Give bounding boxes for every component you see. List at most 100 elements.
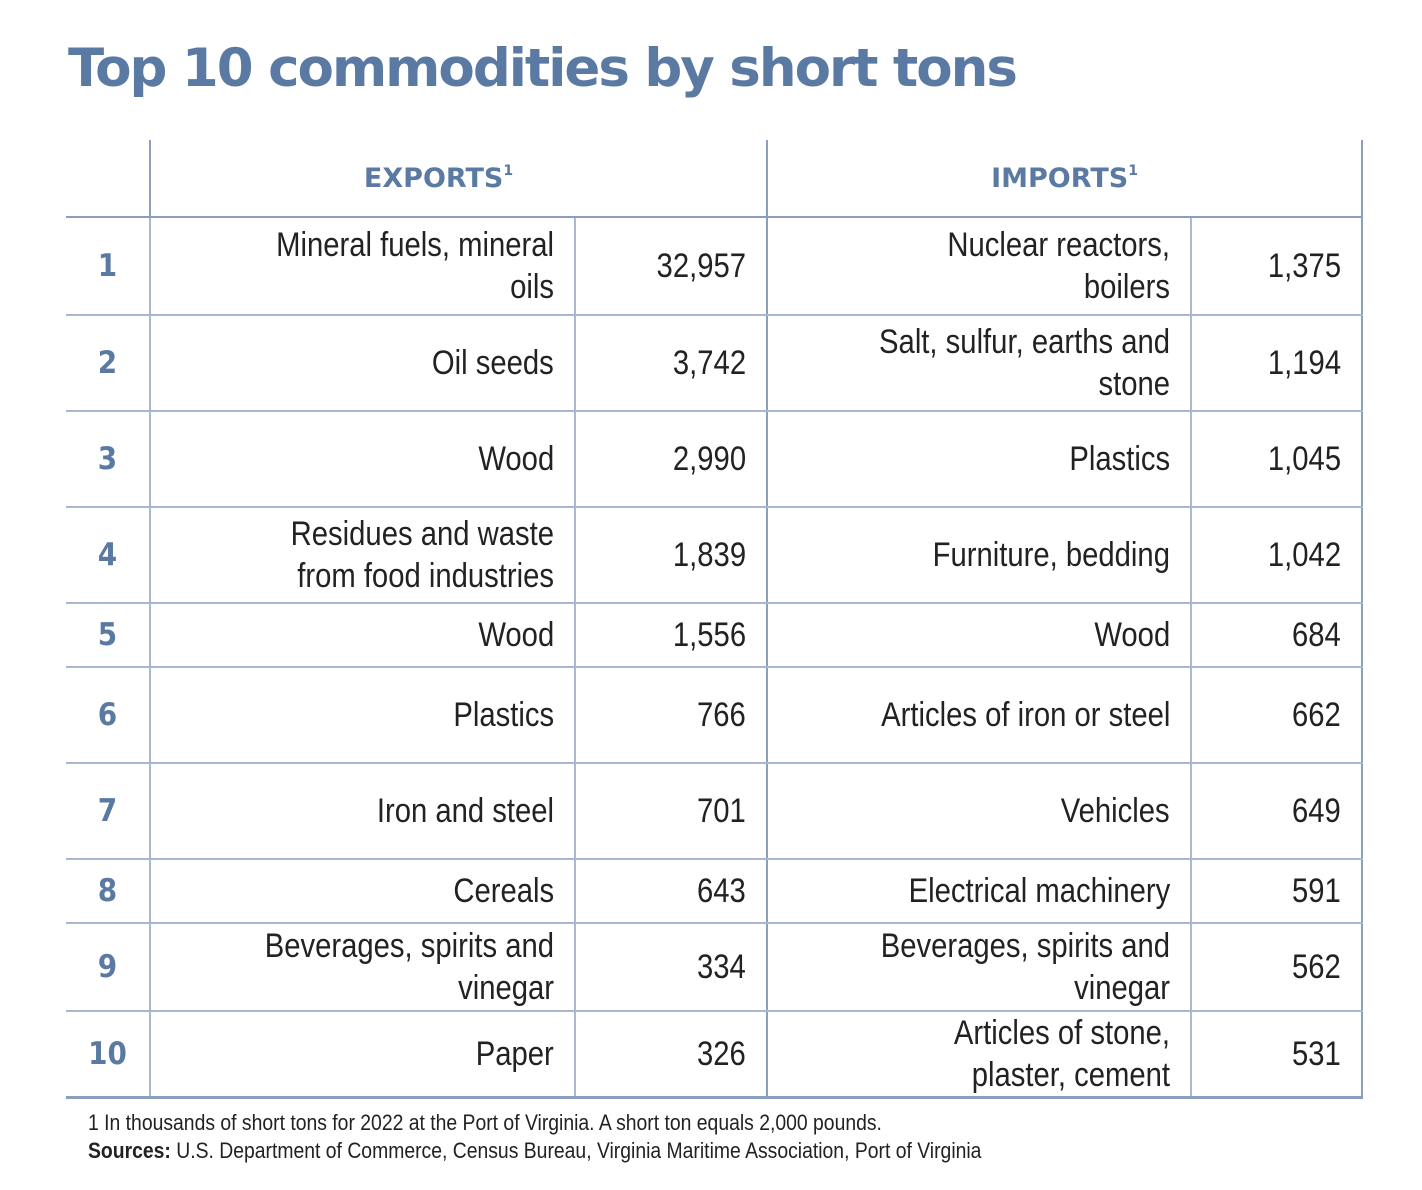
import-value-cell: 649	[1190, 763, 1364, 860]
export-commodity-cell: Paper	[149, 1011, 575, 1099]
rank-cell: 8	[66, 859, 150, 924]
import-value-cell: 562	[1190, 923, 1364, 1012]
table-row: 1 Mineral fuels, mineral oils 32,957 Nuclea…	[66, 217, 1364, 316]
export-commodity-cell: Residues and waste from food industries	[149, 507, 575, 604]
export-commodity-text: Residues and waste from food industries	[290, 515, 554, 595]
table-body: 1 Mineral fuels, mineral oils 32,957 Nuclea…	[66, 217, 1364, 1099]
import-commodity-text: Electrical machinery	[908, 872, 1171, 910]
table-row: 2 Oil seeds 3,742 Salt, sulfur, earths and …	[66, 315, 1364, 412]
rank-cell: 5	[66, 603, 150, 668]
import-commodity-text: Wood	[1094, 616, 1171, 654]
import-commodity-cell: Plastics	[766, 411, 1192, 508]
export-commodity-text: Cereals	[453, 872, 554, 910]
table-row: 4 Residues and waste from food industries…	[66, 507, 1364, 604]
export-value-cell: 334	[573, 923, 768, 1012]
import-commodity-cell: Articles of stone, plaster, cement	[766, 1011, 1192, 1099]
export-commodity-cell: Plastics	[149, 667, 575, 764]
table-row: 10 Paper 326 Articles of stone, plaster, ce…	[66, 1011, 1364, 1099]
table-header-row: EXPORTS1 IMPORTS1	[66, 140, 1364, 218]
export-value-cell: 3,742	[573, 315, 768, 412]
export-value-cell: 1,556	[573, 603, 768, 668]
export-commodity-text: Beverages, spirits and vinegar	[264, 927, 554, 1007]
export-commodity-text: Paper	[475, 1035, 554, 1073]
export-commodity-text: Wood	[478, 616, 554, 654]
exports-header: EXPORTS1	[148, 140, 768, 218]
sources-line: Sources: U.S. Department of Commerce, Ce…	[88, 1137, 981, 1165]
rank-text: 9	[97, 949, 118, 985]
sources-label: Sources:	[88, 1138, 171, 1163]
import-value-cell: 1,375	[1190, 217, 1364, 316]
import-value-text: 649	[1292, 792, 1342, 830]
import-commodity-cell: Electrical machinery	[766, 859, 1192, 924]
export-commodity-cell: Wood	[149, 411, 575, 508]
rank-text: 4	[97, 537, 118, 573]
table-row: 8 Cereals 643 Electrical machinery 591	[66, 859, 1364, 924]
export-value-text: 2,990	[672, 440, 747, 478]
import-commodity-text: Articles of iron or steel	[880, 696, 1171, 734]
export-value-text: 3,742	[672, 344, 747, 382]
import-commodity-text: Beverages, spirits and vinegar	[880, 927, 1171, 1007]
import-commodity-text: Plastics	[1069, 440, 1171, 478]
imports-footnote-mark: 1	[1128, 162, 1138, 179]
import-value-cell: 531	[1190, 1011, 1364, 1099]
export-value-cell: 2,990	[573, 411, 768, 508]
table-row: 9 Beverages, spirits and vinegar 334 Bevera…	[66, 923, 1364, 1012]
export-value-cell: 1,839	[573, 507, 768, 604]
import-value-text: 562	[1292, 948, 1342, 986]
export-commodity-cell: Iron and steel	[149, 763, 575, 860]
export-value-text: 334	[697, 948, 747, 986]
export-commodity-cell: Cereals	[149, 859, 575, 924]
export-value-text: 643	[697, 872, 747, 910]
table-row: 6 Plastics 766 Articles of iron or steel 662	[66, 667, 1364, 764]
import-commodity-cell: Salt, sulfur, earths and stone	[766, 315, 1192, 412]
export-value-cell: 766	[573, 667, 768, 764]
rank-cell: 9	[66, 923, 150, 1012]
import-commodity-text: Articles of stone, plaster, cement	[953, 1014, 1171, 1094]
import-commodity-cell: Wood	[766, 603, 1192, 668]
import-commodity-cell: Vehicles	[766, 763, 1192, 860]
page-title: Top 10 commodities by short tons	[68, 38, 1018, 99]
import-value-text: 531	[1292, 1035, 1342, 1073]
commodities-table: EXPORTS1 IMPORTS1 1 Mineral fuels, minera…	[66, 140, 1364, 1099]
export-commodity-cell: Wood	[149, 603, 575, 668]
exports-footnote-mark: 1	[503, 162, 514, 179]
table-row: 3 Wood 2,990 Plastics 1,045	[66, 411, 1364, 508]
import-commodity-cell: Articles of iron or steel	[766, 667, 1192, 764]
imports-header-label: IMPORTS	[991, 162, 1129, 194]
rank-text: 8	[97, 873, 118, 909]
export-value-cell: 643	[573, 859, 768, 924]
imports-header: IMPORTS1	[766, 140, 1364, 218]
import-commodity-cell: Furniture, bedding	[766, 507, 1192, 604]
rank-cell: 10	[66, 1011, 150, 1099]
sources-text: U.S. Department of Commerce, Census Bure…	[170, 1138, 982, 1163]
exports-header-label: EXPORTS	[363, 162, 504, 194]
export-commodity-cell: Oil seeds	[149, 315, 575, 412]
export-commodity-text: Wood	[478, 440, 554, 478]
rank-text: 2	[97, 345, 118, 381]
import-value-text: 1,194	[1267, 344, 1342, 382]
export-commodity-text: Iron and steel	[376, 792, 554, 830]
export-value-cell: 701	[573, 763, 768, 860]
import-value-text: 591	[1292, 872, 1342, 910]
import-commodity-text: Furniture, bedding	[932, 536, 1171, 574]
import-value-cell: 1,194	[1190, 315, 1364, 412]
rank-cell: 1	[66, 217, 150, 316]
import-commodity-text: Vehicles	[1061, 792, 1171, 830]
export-commodity-cell: Mineral fuels, mineral oils	[149, 217, 575, 316]
export-value-cell: 32,957	[573, 217, 768, 316]
rank-cell: 7	[66, 763, 150, 860]
import-value-cell: 662	[1190, 667, 1364, 764]
export-commodity-text: Oil seeds	[432, 344, 554, 382]
import-commodity-cell: Beverages, spirits and vinegar	[766, 923, 1192, 1012]
import-value-text: 684	[1292, 616, 1342, 654]
export-value-text: 766	[697, 696, 747, 734]
import-value-cell: 684	[1190, 603, 1364, 668]
rank-cell: 6	[66, 667, 150, 764]
import-commodity-text: Salt, sulfur, earths and stone	[879, 323, 1171, 403]
rank-cell: 3	[66, 411, 150, 508]
rank-text: 5	[97, 617, 118, 653]
import-commodity-cell: Nuclear reactors, boilers	[766, 217, 1192, 316]
export-commodity-cell: Beverages, spirits and vinegar	[149, 923, 575, 1012]
rank-cell: 2	[66, 315, 150, 412]
rank-text: 10	[88, 1036, 127, 1072]
